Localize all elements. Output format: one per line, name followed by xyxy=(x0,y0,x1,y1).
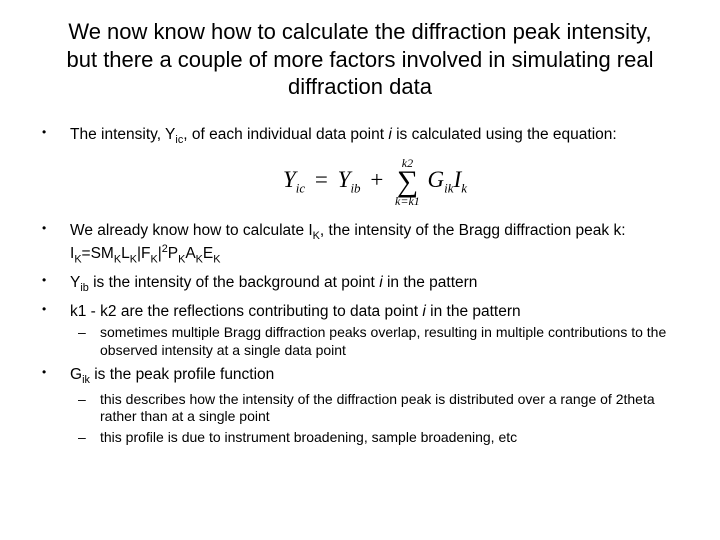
text: We already know how to calculate I xyxy=(70,222,313,239)
sub-bullet-profile-describes: this describes how the intensity of the … xyxy=(70,391,680,426)
text: L xyxy=(121,245,130,262)
subscript: ik xyxy=(82,374,90,386)
sub-bullet-profile-due-to: this profile is due to instrument broade… xyxy=(70,429,680,447)
subscript: K xyxy=(130,254,137,266)
bullet-gik-definition: Gik is the peak profile function this de… xyxy=(40,365,680,446)
subscript: K xyxy=(74,254,81,266)
text: The intensity, Y xyxy=(70,126,175,143)
text: is calculated using the equation: xyxy=(392,126,617,143)
summation: k2 ∑ k=k1 xyxy=(395,157,420,207)
eq-term2-sub: k xyxy=(461,181,467,196)
bullet-intensity-equation: The intensity, Y ic , of each individual d… xyxy=(40,125,680,207)
text: is the peak profile function xyxy=(90,366,274,383)
text: P xyxy=(168,245,178,262)
sum-lower: k=k1 xyxy=(395,195,420,207)
bullet-yib-definition: Yib is the intensity of the background a… xyxy=(40,273,680,296)
plus: + xyxy=(366,167,387,192)
text: E xyxy=(203,245,213,262)
text: =SM xyxy=(82,245,114,262)
subscript: K xyxy=(150,254,157,266)
eq-term1: G xyxy=(428,167,445,192)
subscript: K xyxy=(213,254,220,266)
text: in the pattern xyxy=(383,274,478,291)
sub-bullet-list: sometimes multiple Bragg diffraction pea… xyxy=(70,324,680,359)
eq-rhs1-sub: ib xyxy=(350,181,360,196)
bullet-ik-definition: We already know how to calculate IK, the… xyxy=(40,221,680,267)
text: G xyxy=(70,366,82,383)
text: |F xyxy=(137,245,151,262)
eq-lhs-sub: ic xyxy=(296,181,305,196)
subscript: K xyxy=(313,230,320,242)
eq-term1-sub: ik xyxy=(444,181,453,196)
text: Y xyxy=(70,274,80,291)
equals: = xyxy=(311,167,332,192)
text: , of each individual data point xyxy=(183,126,388,143)
subscript: ib xyxy=(80,282,88,294)
eq-rhs1: Y xyxy=(338,167,351,192)
text: in the pattern xyxy=(426,303,521,320)
sub-bullet-overlap: sometimes multiple Bragg diffraction pea… xyxy=(70,324,680,359)
slide-title: We now know how to calculate the diffrac… xyxy=(40,18,680,101)
subscript: K xyxy=(196,254,203,266)
eq-lhs: Y xyxy=(283,167,296,192)
text: A xyxy=(185,245,195,262)
equation-container: Yic = Yib + k2 ∑ k=k1 GikIk xyxy=(70,157,680,207)
text: is the intensity of the background at po… xyxy=(89,274,379,291)
text: k1 - k2 are the reflections contributing… xyxy=(70,303,422,320)
bullet-k1k2-definition: k1 - k2 are the reflections contributing… xyxy=(40,302,680,359)
sub-bullet-list: this describes how the intensity of the … xyxy=(70,391,680,447)
equation: Yic = Yib + k2 ∑ k=k1 GikIk xyxy=(283,157,467,207)
sigma-icon: ∑ xyxy=(395,169,420,195)
subscript: K xyxy=(114,254,121,266)
bullet-list: The intensity, Y ic , of each individual d… xyxy=(40,125,680,447)
